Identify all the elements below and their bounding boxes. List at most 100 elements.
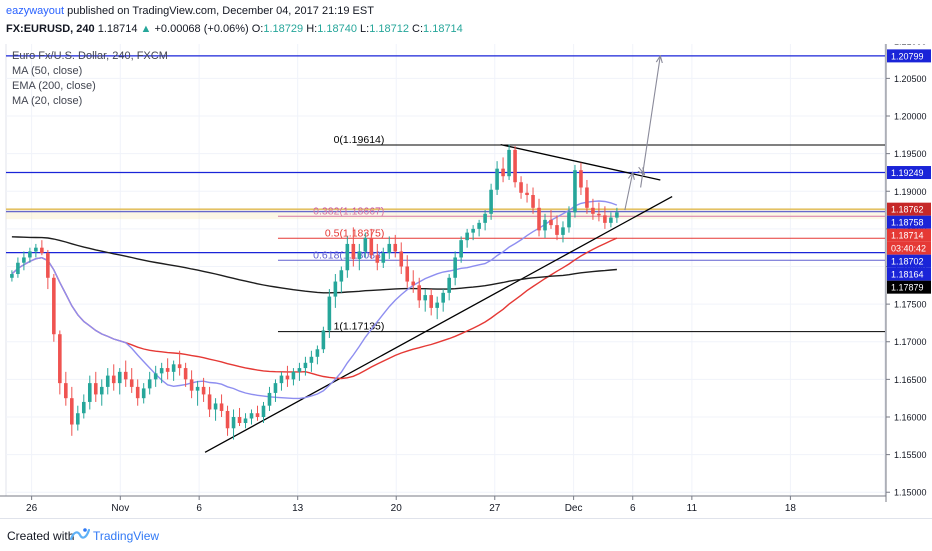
candle-body xyxy=(285,375,290,380)
author-link[interactable]: eazywayout xyxy=(6,5,65,17)
candle-body xyxy=(525,192,529,196)
candle-body xyxy=(375,255,380,263)
time-tick-label: Nov xyxy=(111,503,129,514)
price-label-box xyxy=(887,49,931,63)
high-label: H: xyxy=(306,23,318,35)
price-label-box xyxy=(887,241,931,255)
time-tick-label: 27 xyxy=(489,503,501,514)
candle-body xyxy=(81,401,86,414)
candle-body xyxy=(183,368,188,380)
candle-body xyxy=(243,418,248,424)
candle-body xyxy=(471,228,475,233)
fibonacci-retracement[interactable]: 0(1.19614)0.382(1.18667)0.5(1.18375)0.61… xyxy=(6,134,885,333)
candle-body xyxy=(219,403,224,411)
candle-body xyxy=(357,251,362,259)
candle-body xyxy=(495,168,499,190)
candle-body xyxy=(537,207,541,231)
candle-body xyxy=(327,296,332,331)
candle-body xyxy=(93,383,98,395)
candle-body xyxy=(549,219,553,226)
time-tick-label: Dec xyxy=(565,503,583,514)
price-label-text: 1.18702 xyxy=(891,257,924,267)
chart-header: eazywayout published on TradingView.com,… xyxy=(0,0,932,44)
candle-body xyxy=(453,257,457,278)
candle-body xyxy=(555,225,559,235)
candle-body xyxy=(123,371,128,380)
candle-body xyxy=(321,330,326,350)
tradingview-logo-icon[interactable] xyxy=(70,527,90,541)
legend-study-ma50[interactable]: MA (50, close) xyxy=(12,65,83,77)
candle-body xyxy=(567,212,571,228)
candle-body xyxy=(531,195,535,208)
legend-study-ema200[interactable]: EMA (200, close) xyxy=(12,80,96,92)
legend-study-ma20[interactable]: MA (20, close) xyxy=(12,95,83,107)
price-label-text: 1.18714 xyxy=(891,231,924,241)
price-tick-label: 1.16500 xyxy=(894,375,927,385)
time-tick-label: 26 xyxy=(26,503,38,514)
candle-body xyxy=(87,383,92,402)
time-axis[interactable]: 26 Nov 6 13 20 27 Dec 6 11 18 xyxy=(0,495,886,514)
candle-body xyxy=(46,252,50,278)
chart-legend: Euro Fx/U.S. Dollar, 240, FXCM MA (50, c… xyxy=(12,49,168,109)
candle-body xyxy=(597,213,601,216)
candle-body xyxy=(28,251,32,258)
candle-body xyxy=(579,170,583,188)
candle-body xyxy=(129,379,134,387)
candle-body xyxy=(333,281,338,297)
candle-body xyxy=(177,364,182,369)
candle-body xyxy=(561,227,565,235)
candle-body xyxy=(345,243,350,271)
price-tick-label: 1.16000 xyxy=(894,412,927,422)
legend-title: Euro Fx/U.S. Dollar, 240, FXCM xyxy=(12,50,168,62)
candle-body xyxy=(70,398,74,425)
candle-body xyxy=(141,388,146,399)
fib-level-label: 0.382(1.18667) xyxy=(313,205,384,217)
candle-body xyxy=(435,302,439,308)
price-label-text: 1.18762 xyxy=(891,205,924,215)
price-label-text: 1.18758 xyxy=(891,218,924,228)
fib-zone xyxy=(6,208,885,220)
horizontal-lines xyxy=(6,55,885,254)
open-value: 1.18729 xyxy=(263,23,304,35)
candle-body xyxy=(519,182,523,193)
candle-body xyxy=(483,213,487,223)
projection-arrows[interactable] xyxy=(624,56,660,211)
candle-body xyxy=(201,386,206,395)
projection-arrow xyxy=(639,166,645,175)
candle-body xyxy=(76,413,80,425)
candle-body xyxy=(261,405,266,417)
candle-body xyxy=(339,270,344,282)
last-price: 1.18714 xyxy=(97,23,138,35)
price-label-box xyxy=(887,280,931,294)
candle-body xyxy=(249,413,254,419)
price-label-box xyxy=(887,202,931,216)
footer: Created with TradingView xyxy=(0,518,932,551)
tradingview-brand-link[interactable]: TradingView xyxy=(93,529,160,543)
candle-body xyxy=(387,243,392,253)
candle-body xyxy=(591,207,595,214)
price-tick-label: 1.17500 xyxy=(894,300,927,310)
candle-body xyxy=(165,368,170,372)
candle-body xyxy=(213,403,218,410)
candle-body xyxy=(99,386,104,395)
candle-body xyxy=(309,356,314,363)
candle-body xyxy=(417,285,422,301)
candle-body xyxy=(585,187,589,208)
candle-body xyxy=(117,371,122,384)
candle-body xyxy=(423,295,428,301)
candle-body xyxy=(207,394,212,410)
candle-body xyxy=(381,252,386,263)
candle-body xyxy=(573,170,577,213)
candle-body xyxy=(315,349,320,357)
candle-body xyxy=(255,413,260,417)
projection-arrow xyxy=(624,172,633,211)
candle-body xyxy=(405,266,410,282)
price-tick-label: 1.15500 xyxy=(894,450,927,460)
candle-body xyxy=(153,373,158,380)
candle-body xyxy=(40,247,44,253)
candle-body xyxy=(603,215,607,223)
symbol-timeframe: FX:EURUSD, 240 xyxy=(6,23,95,35)
open-label: O: xyxy=(251,23,264,35)
candle-body xyxy=(609,217,613,223)
